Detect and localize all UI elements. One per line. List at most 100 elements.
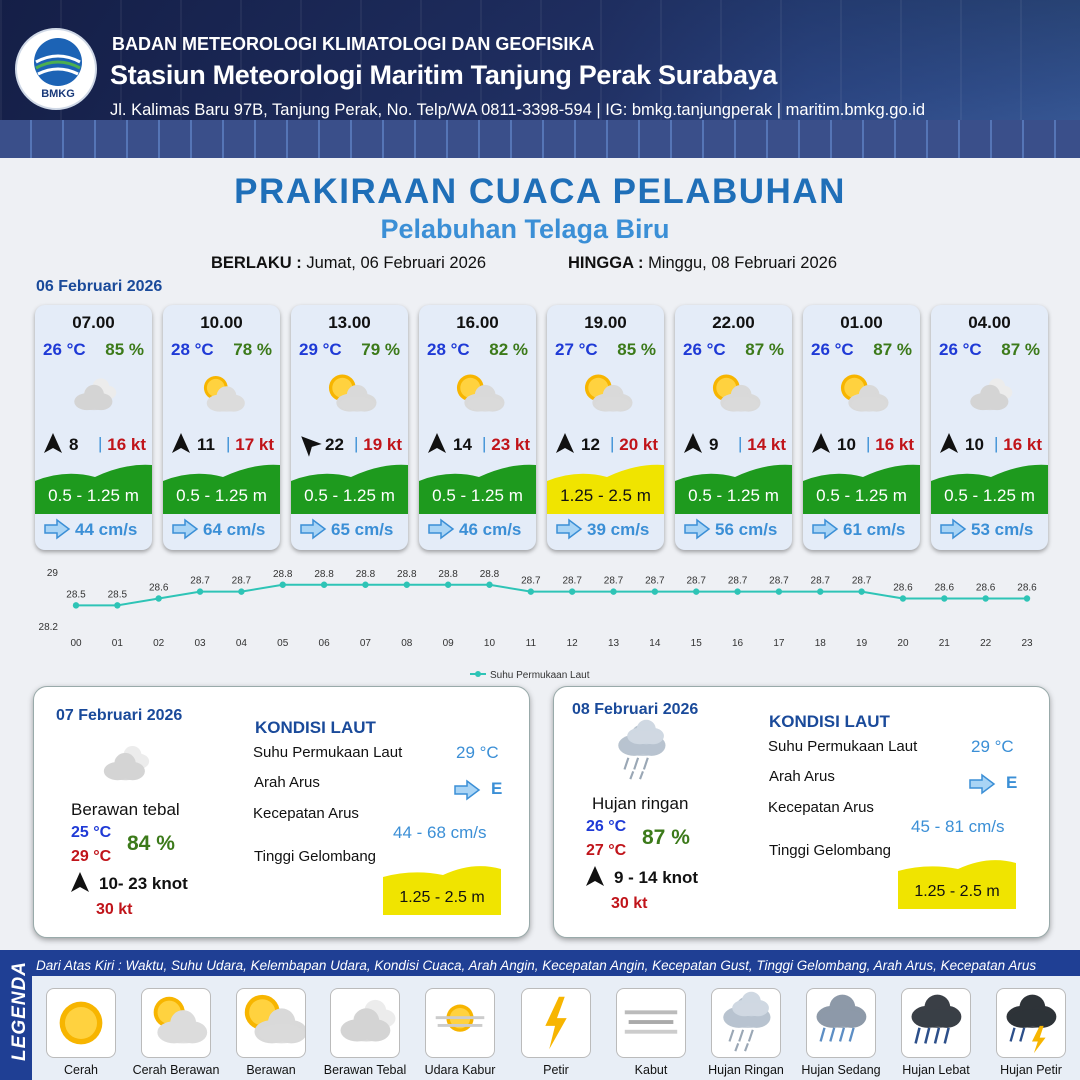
forecast-separator: |	[738, 434, 743, 453]
sst-data-label: 28.7	[232, 576, 252, 587]
legend-series-name: Suhu Permukaan Laut	[490, 670, 590, 681]
validity-from: BERLAKU : Jumat, 06 Februari 2026	[211, 254, 486, 273]
x-tick: 01	[112, 638, 124, 649]
wave-height-value: 1.25 - 2.5 m	[914, 883, 1000, 900]
x-tick: 14	[649, 638, 661, 649]
forecast-air-temp: 29 °C	[299, 340, 342, 359]
sst-point	[238, 588, 245, 595]
forecast-gust: 16 kt	[1003, 435, 1042, 454]
legend-title: LEGENDA	[9, 961, 30, 1061]
forecast-separator: |	[866, 434, 871, 453]
forecast-air-temp: 26 °C	[43, 340, 86, 359]
x-tick: 12	[567, 638, 579, 649]
hujan-ringan-icon	[711, 988, 781, 1058]
x-tick: 06	[319, 638, 331, 649]
sst-data-label: 28.5	[108, 589, 128, 600]
sst-data-label: 28.6	[976, 583, 996, 594]
station-contact: Jl. Kalimas Baru 97B, Tanjung Perak, No.…	[110, 101, 926, 119]
current-speed-value: 44 - 68 cm/s	[393, 823, 487, 842]
forecast-wind-speed: 8	[69, 435, 79, 454]
current-direction-value: E	[1006, 773, 1018, 792]
agency-name: BADAN METEOROLOGI KLIMATOLOGI DAN GEOFIS…	[112, 34, 595, 54]
sea-condition-title: KONDISI LAUT	[255, 718, 376, 737]
validity-from-label: BERLAKU :	[211, 254, 302, 272]
day-temp-max: 27 °C	[586, 842, 627, 859]
forecast-air-temp: 28 °C	[171, 340, 214, 359]
wave-height-icon	[898, 860, 1016, 909]
sst-line	[76, 583, 1027, 607]
wave-height-icon	[675, 464, 792, 514]
sst-data-label: 28.8	[397, 569, 417, 580]
wind-direction-icon	[40, 431, 66, 457]
wave-height-icon	[547, 464, 664, 514]
forecast-card: 04.00 26 °C 87 % 10 | 16 kt 0.5 - 1.25 m…	[931, 305, 1048, 550]
forecast-card: 19.00 27 °C 85 % 12 | 20 kt 1.25 - 2.5 m…	[547, 305, 664, 550]
forecast-time: 16.00	[456, 313, 499, 332]
wave-height-icon	[291, 464, 408, 514]
sst-point	[693, 588, 700, 595]
wind-direction-icon	[552, 431, 578, 457]
sst-point	[610, 588, 617, 595]
forecast-humidity: 87 %	[1001, 340, 1040, 359]
cerah-berawan-icon	[188, 370, 254, 422]
forecast-wave-height: 0.5 - 1.25 m	[688, 486, 779, 505]
forecast-humidity: 87 %	[873, 340, 912, 359]
legend-description: Dari Atas Kiri : Waktu, Suhu Udara, Kele…	[36, 958, 1037, 973]
forecast-wave-height: 0.5 - 1.25 m	[816, 486, 907, 505]
sst-point	[734, 588, 741, 595]
header-banner	[0, 0, 1080, 158]
current-direction-value: E	[491, 779, 503, 798]
berawan-icon	[828, 370, 894, 422]
x-tick: 10	[484, 638, 496, 649]
forecast-wind-speed: 11	[197, 435, 215, 454]
wind-direction-icon	[680, 431, 706, 457]
sst-label: Suhu Permukaan Laut	[768, 738, 918, 755]
forecast-current-speed: 56 cm/s	[715, 520, 778, 539]
bmkg-logo: BMKG	[15, 28, 97, 110]
sst-data-label: 28.7	[190, 576, 210, 587]
forecast-gust: 20 kt	[619, 435, 658, 454]
x-tick: 20	[897, 638, 909, 649]
sst-chart: 29 28.2 28.5 00 28.5 01 28.6 02 28.7 03 28.7 04 28.8…	[39, 568, 1038, 681]
legend-item-label: Hujan Lebat	[902, 1063, 970, 1077]
forecast-air-temp: 28 °C	[427, 340, 470, 359]
legend-marker	[475, 671, 481, 677]
legend-item-label: Hujan Petir	[1000, 1063, 1062, 1077]
day-date: 08 Februari 2026	[572, 701, 699, 718]
sst-data-label: 28.7	[852, 576, 872, 587]
berawan-icon	[236, 988, 307, 1058]
forecast-card: 01.00 26 °C 87 % 10 | 16 kt 0.5 - 1.25 m…	[803, 305, 920, 550]
sst-point	[941, 595, 948, 602]
sst-data-label: 28.8	[438, 569, 458, 580]
day-summary-card: 08 Februari 2026 Hujan ringan 26 °C 27 °…	[553, 686, 1050, 938]
sst-data-label: 28.7	[562, 576, 582, 587]
day-condition: Berawan tebal	[71, 800, 180, 819]
wind-direction-icon	[296, 431, 322, 457]
legend-item-label: Hujan Sedang	[801, 1063, 881, 1077]
forecast-wave-height: 0.5 - 1.25 m	[304, 486, 395, 505]
day-wind-speed: 10- 23 knot	[99, 874, 188, 893]
forecast-time: 13.00	[328, 313, 371, 332]
day-condition: Hujan ringan	[592, 794, 689, 813]
sst-data-label: 28.7	[604, 576, 624, 587]
legend-item-label: Berawan Tebal	[323, 1063, 407, 1077]
sst-data-label: 28.6	[149, 583, 169, 594]
day-date: 07 Februari 2026	[56, 707, 183, 724]
forecast-wind-speed: 10	[965, 435, 984, 454]
forecast-current-speed: 44 cm/s	[75, 520, 138, 539]
sst-data-label: 28.8	[480, 569, 500, 580]
wave-height-value: 1.25 - 2.5 m	[399, 889, 485, 906]
sea-condition-title: KONDISI LAUT	[769, 712, 890, 731]
hujan-sedang-icon	[806, 988, 876, 1058]
forecast-time: 07.00	[72, 313, 115, 332]
forecast-wind-speed: 14	[453, 435, 472, 454]
forecast-gust: 16 kt	[875, 435, 914, 454]
forecast-current-speed: 53 cm/s	[971, 520, 1034, 539]
forecast-wave-height: 0.5 - 1.25 m	[48, 486, 139, 505]
udara-kabur-icon	[425, 988, 495, 1058]
sst-point	[651, 588, 659, 595]
x-tick: 11	[526, 638, 537, 649]
forecast-card: 13.00 29 °C 79 % 22 | 19 kt 0.5 - 1.25 m…	[291, 305, 408, 550]
x-tick: 23	[1021, 638, 1033, 649]
validity-to-label: HINGGA :	[568, 254, 644, 272]
